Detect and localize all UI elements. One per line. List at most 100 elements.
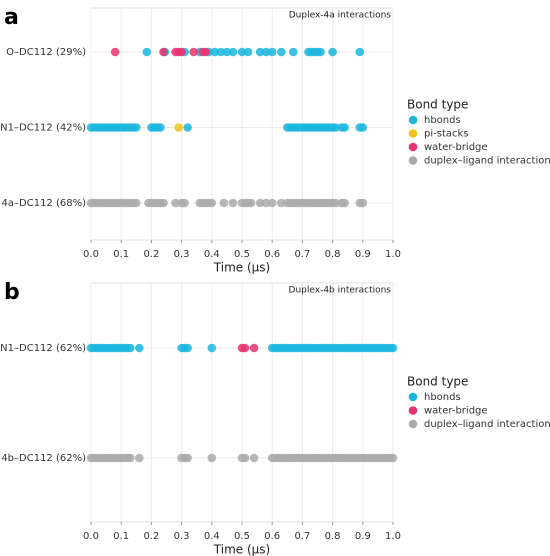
point <box>174 123 183 132</box>
point <box>189 47 198 57</box>
point <box>255 47 265 57</box>
point <box>261 198 271 208</box>
point <box>110 47 120 57</box>
y-tick-label: N1–DC112 (62%) <box>0 343 86 354</box>
chart-title: Duplex-4b interactions <box>289 286 392 296</box>
x-tick-label: 1.0 <box>385 249 401 260</box>
x-tick-label: 0.1 <box>113 531 129 542</box>
legend-swatch <box>408 142 418 152</box>
x-tick-label: 0.9 <box>355 531 371 542</box>
x-tick-label: 0.3 <box>174 531 190 542</box>
x-axis-title: Time (µs) <box>213 261 270 275</box>
point <box>240 343 250 353</box>
point <box>289 47 298 57</box>
legend-label: hbonds <box>424 392 461 403</box>
x-axis-title: Time (µs) <box>213 543 270 556</box>
panel-label: b <box>4 280 20 305</box>
y-tick-label: 4a–DC112 (68%) <box>2 198 87 209</box>
x-tick-label: 0.3 <box>174 249 190 260</box>
point <box>228 198 238 208</box>
point <box>222 47 232 57</box>
point <box>243 47 253 57</box>
point <box>207 198 217 208</box>
legend-label: duplex–ligand interactions <box>424 156 550 167</box>
point <box>340 123 349 132</box>
x-tick-label: 0.0 <box>83 249 99 260</box>
point <box>177 47 186 57</box>
point <box>183 453 192 463</box>
point <box>267 198 277 208</box>
point <box>328 47 337 57</box>
legend-label: duplex–ligand interactions <box>424 419 550 430</box>
point <box>183 123 192 132</box>
point <box>355 47 365 57</box>
point <box>316 47 325 57</box>
point <box>331 123 340 132</box>
point <box>388 453 398 463</box>
x-tick-label: 0.8 <box>325 531 341 542</box>
x-tick-label: 0.0 <box>83 531 99 542</box>
point <box>132 123 141 132</box>
legend-label: water-bridge <box>424 406 488 417</box>
point <box>201 47 211 57</box>
point <box>180 198 189 208</box>
point <box>159 47 168 57</box>
point <box>261 47 271 57</box>
point <box>340 198 349 208</box>
x-tick-label: 1.0 <box>385 531 401 542</box>
point <box>240 453 250 463</box>
point <box>358 123 368 132</box>
legend-swatch <box>408 406 418 415</box>
legend-title: Bond type <box>407 98 468 112</box>
point <box>331 198 340 208</box>
x-tick-label: 0.6 <box>264 531 280 542</box>
legend-swatch <box>408 419 418 429</box>
point <box>125 343 135 353</box>
chart-title: Duplex-4a interactions <box>289 11 392 21</box>
y-tick-label: N1–DC112 (42%) <box>0 123 86 134</box>
x-tick-label: 0.4 <box>204 531 220 542</box>
point <box>135 343 144 353</box>
point <box>156 123 165 132</box>
point <box>255 198 265 208</box>
point <box>183 343 192 353</box>
point <box>219 198 229 208</box>
x-tick-label: 0.9 <box>355 249 371 260</box>
point <box>216 47 226 57</box>
point <box>207 453 217 463</box>
legend-swatch <box>408 115 418 125</box>
point <box>125 453 135 463</box>
x-tick-label: 0.5 <box>234 531 250 542</box>
legend-swatch <box>408 156 418 165</box>
x-tick-label: 0.6 <box>264 249 280 260</box>
legend-label: pi-stacks <box>424 129 469 140</box>
point <box>267 47 277 57</box>
x-tick-label: 0.5 <box>234 249 250 260</box>
point <box>210 47 220 57</box>
point <box>249 343 259 353</box>
point <box>171 198 180 208</box>
point <box>135 453 144 463</box>
point <box>142 47 152 57</box>
legend-swatch <box>408 129 418 138</box>
point <box>388 343 398 353</box>
x-tick-label: 0.1 <box>113 249 129 260</box>
legend-label: water-bridge <box>424 142 488 153</box>
x-tick-label: 0.8 <box>325 249 341 260</box>
point <box>228 47 238 57</box>
point <box>207 343 217 353</box>
x-tick-label: 0.2 <box>143 531 159 542</box>
y-tick-label: 4b–DC112 (62%) <box>1 453 86 464</box>
panel-label: a <box>4 5 19 30</box>
legend-swatch <box>408 392 418 402</box>
legend-label: hbonds <box>424 115 461 126</box>
x-tick-label: 0.7 <box>294 249 310 260</box>
point <box>132 198 141 208</box>
y-tick-label: O–DC112 (29%) <box>6 47 86 58</box>
x-tick-label: 0.2 <box>143 249 159 260</box>
legend-title: Bond type <box>407 375 468 389</box>
x-tick-label: 0.7 <box>294 531 310 542</box>
point <box>276 198 286 208</box>
point <box>159 198 168 208</box>
